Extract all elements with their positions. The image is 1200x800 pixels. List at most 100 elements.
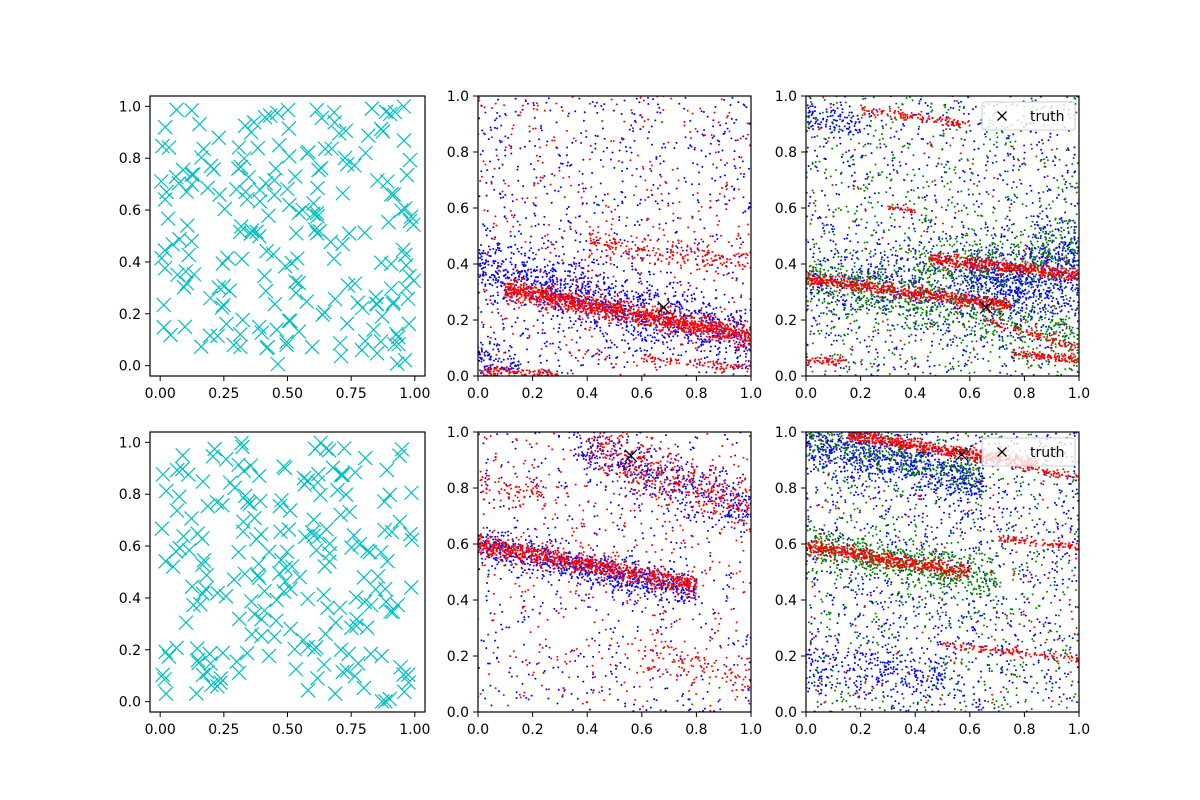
- data-point: [679, 320, 682, 323]
- data-point: [689, 314, 692, 317]
- data-point: [555, 146, 558, 149]
- data-point: [715, 322, 718, 325]
- data-point: [558, 326, 561, 329]
- data-point: [747, 339, 750, 342]
- data-point: [492, 226, 495, 229]
- data-point: [660, 121, 663, 124]
- data-point: [211, 280, 227, 295]
- data-point: [490, 107, 493, 110]
- data-point: [578, 304, 581, 307]
- data-point: [574, 290, 577, 293]
- data-point: [1020, 319, 1023, 322]
- data-point: [515, 299, 518, 302]
- data-point: [528, 334, 531, 337]
- data-point: [637, 333, 640, 336]
- data-point: [520, 280, 523, 283]
- data-point: [332, 335, 348, 351]
- data-point: [718, 143, 721, 146]
- data-point: [595, 322, 598, 325]
- data-point: [231, 161, 246, 177]
- data-point: [561, 162, 564, 165]
- data-point: [156, 319, 172, 335]
- data-point: [574, 239, 577, 242]
- data-point: [736, 360, 739, 363]
- data-point: [578, 298, 581, 301]
- data-point: [543, 258, 546, 261]
- data-point: [595, 298, 598, 301]
- data-point: [523, 261, 526, 264]
- data-point: [732, 330, 735, 333]
- data-point: [707, 332, 710, 335]
- data-point: [528, 372, 531, 375]
- data-point: [586, 314, 589, 317]
- data-point: [689, 359, 692, 362]
- data-point: [718, 351, 721, 354]
- data-point: [723, 332, 726, 335]
- data-point: [584, 312, 587, 315]
- data-point: [945, 232, 948, 235]
- data-point: [324, 141, 340, 157]
- data-point: [577, 349, 580, 352]
- data-point: [908, 268, 911, 271]
- data-point: [856, 241, 859, 244]
- data-point: [561, 237, 564, 240]
- data-point: [513, 235, 516, 238]
- data-point: [596, 248, 599, 251]
- data-point: [509, 296, 512, 299]
- data-point: [700, 307, 703, 310]
- data-point: [812, 256, 815, 259]
- data-point: [655, 323, 658, 326]
- data-point: [682, 326, 685, 329]
- data-point: [281, 313, 297, 329]
- data-point: [847, 327, 850, 330]
- axes-frame: [149, 95, 426, 377]
- data-point: [714, 254, 717, 257]
- data-point: [693, 146, 696, 149]
- data-point: [667, 263, 670, 266]
- data-point: [912, 299, 915, 302]
- data-point: [512, 367, 515, 370]
- data-point: [500, 124, 503, 127]
- data-point: [846, 237, 849, 240]
- data-point: [672, 212, 675, 215]
- x-tick-label: 1.0: [740, 386, 762, 402]
- data-point: [993, 246, 996, 249]
- data-point: [623, 99, 626, 102]
- data-point: [499, 270, 502, 273]
- data-point: [491, 311, 494, 314]
- data-point: [867, 268, 870, 271]
- data-point: [484, 284, 487, 287]
- data-point: [279, 181, 295, 197]
- data-point: [492, 348, 495, 351]
- data-point: [383, 256, 399, 272]
- data-point: [741, 345, 744, 348]
- data-point: [559, 282, 562, 285]
- data-point: [487, 263, 490, 266]
- data-point: [622, 333, 625, 336]
- data-point: [683, 328, 686, 331]
- data-point: [614, 280, 617, 283]
- data-point: [919, 327, 922, 330]
- data-point: [691, 217, 694, 220]
- data-point: [887, 242, 890, 245]
- data-point: [495, 367, 498, 370]
- data-point: [622, 304, 625, 307]
- data-point: [706, 325, 709, 328]
- data-point: [721, 394, 723, 396]
- data-point: [598, 302, 601, 305]
- data-point: [503, 339, 506, 342]
- data-point: [387, 104, 403, 120]
- data-point: [494, 260, 497, 263]
- data-point: [608, 308, 611, 311]
- data-point: [524, 327, 527, 330]
- data-point: [594, 292, 597, 295]
- data-point: [837, 263, 840, 266]
- data-point: [724, 318, 727, 321]
- data-point: [891, 276, 894, 279]
- data-point: [636, 249, 639, 252]
- data-point: [580, 277, 583, 280]
- data-point: [733, 363, 736, 366]
- data-point: [1076, 283, 1079, 286]
- data-point: [742, 341, 745, 344]
- data-point: [593, 318, 596, 321]
